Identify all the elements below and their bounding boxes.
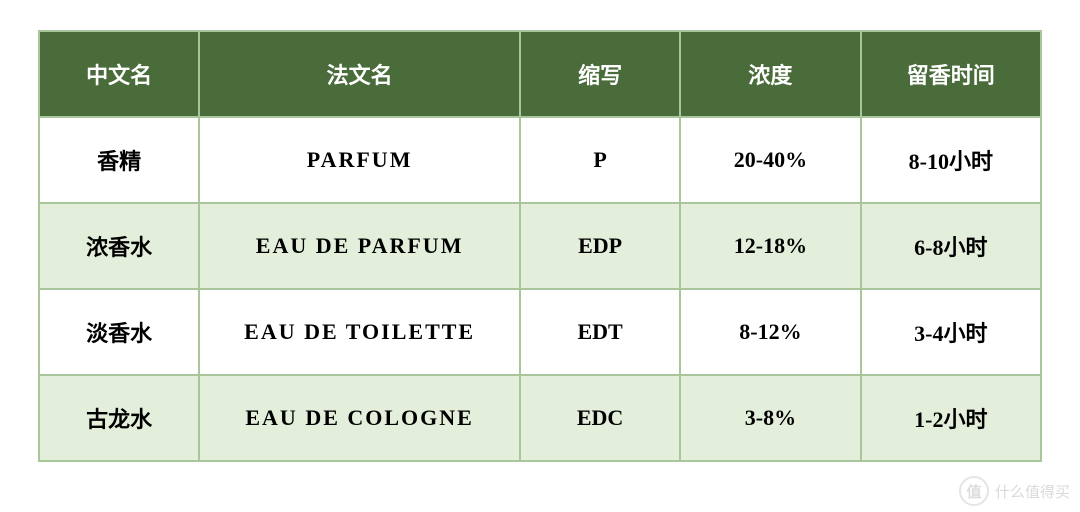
cell-duration: 3-4小时 (861, 289, 1041, 375)
cell-chinese-name: 古龙水 (39, 375, 199, 461)
col-header-concentration: 浓度 (680, 31, 860, 117)
table-header-row: 中文名 法文名 缩写 浓度 留香时间 (39, 31, 1041, 117)
table-body: 香精 PARFUM P 20-40% 8-10小时 浓香水 EAU DE PAR… (39, 117, 1041, 461)
cell-french-name: PARFUM (199, 117, 520, 203)
cell-duration: 1-2小时 (861, 375, 1041, 461)
col-header-french-name: 法文名 (199, 31, 520, 117)
cell-duration: 8-10小时 (861, 117, 1041, 203)
table-row: 古龙水 EAU DE COLOGNE EDC 3-8% 1-2小时 (39, 375, 1041, 461)
table-row: 香精 PARFUM P 20-40% 8-10小时 (39, 117, 1041, 203)
col-header-duration: 留香时间 (861, 31, 1041, 117)
cell-abbreviation: EDC (520, 375, 680, 461)
watermark-badge-icon: 值 (959, 476, 989, 506)
cell-abbreviation: EDP (520, 203, 680, 289)
cell-concentration: 3-8% (680, 375, 860, 461)
cell-chinese-name: 浓香水 (39, 203, 199, 289)
watermark-text: 什么值得买 (995, 481, 1070, 502)
cell-french-name: EAU DE TOILETTE (199, 289, 520, 375)
cell-abbreviation: EDT (520, 289, 680, 375)
table-row: 淡香水 EAU DE TOILETTE EDT 8-12% 3-4小时 (39, 289, 1041, 375)
col-header-chinese-name: 中文名 (39, 31, 199, 117)
cell-concentration: 12-18% (680, 203, 860, 289)
col-header-abbreviation: 缩写 (520, 31, 680, 117)
cell-abbreviation: P (520, 117, 680, 203)
watermark: 值 什么值得买 (959, 476, 1070, 506)
cell-chinese-name: 淡香水 (39, 289, 199, 375)
cell-concentration: 20-40% (680, 117, 860, 203)
cell-concentration: 8-12% (680, 289, 860, 375)
table-row: 浓香水 EAU DE PARFUM EDP 12-18% 6-8小时 (39, 203, 1041, 289)
cell-french-name: EAU DE COLOGNE (199, 375, 520, 461)
perfume-type-table: 中文名 法文名 缩写 浓度 留香时间 香精 PARFUM P 20-40% 8-… (38, 30, 1042, 462)
cell-chinese-name: 香精 (39, 117, 199, 203)
cell-duration: 6-8小时 (861, 203, 1041, 289)
cell-french-name: EAU DE PARFUM (199, 203, 520, 289)
